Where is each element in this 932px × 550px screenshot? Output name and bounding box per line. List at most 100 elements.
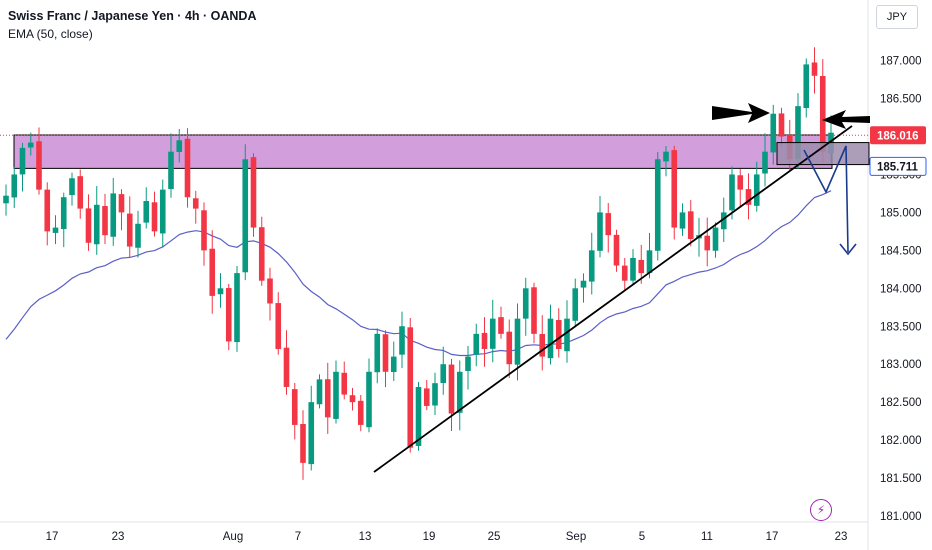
candle-body[interactable] — [638, 259, 645, 274]
candle-body[interactable] — [819, 76, 826, 152]
candle-body[interactable] — [720, 212, 727, 230]
candle-body[interactable] — [168, 151, 174, 189]
candle-body[interactable] — [588, 250, 595, 282]
candle-body[interactable] — [283, 347, 290, 387]
candle-body[interactable] — [93, 204, 100, 245]
candle-body[interactable] — [795, 106, 801, 160]
candle-body[interactable] — [382, 334, 389, 372]
candle-body[interactable] — [803, 64, 810, 109]
candle-body[interactable] — [85, 208, 92, 243]
candle-body[interactable] — [11, 174, 18, 198]
candle-body[interactable] — [448, 364, 455, 414]
candle-body[interactable] — [663, 151, 669, 162]
candle-body[interactable] — [390, 356, 397, 373]
candle-body[interactable] — [102, 206, 108, 236]
lightning-icon[interactable]: ⚡ — [810, 499, 832, 521]
candle-body[interactable] — [19, 147, 26, 175]
candle-body[interactable] — [778, 113, 785, 137]
support-box[interactable] — [776, 142, 870, 166]
candle-body[interactable] — [44, 189, 51, 232]
candle-body[interactable] — [465, 356, 471, 371]
candle-body[interactable] — [580, 280, 587, 288]
candle-body[interactable] — [745, 189, 752, 205]
candle-body[interactable] — [300, 424, 306, 463]
candle-body[interactable] — [679, 212, 686, 229]
candle-body[interactable] — [366, 371, 372, 428]
candle-body[interactable] — [423, 388, 430, 406]
candle-body[interactable] — [481, 332, 488, 350]
candle-body[interactable] — [184, 138, 191, 198]
level-price-label[interactable]: 185.711 — [877, 161, 919, 173]
candle-body[interactable] — [77, 176, 84, 209]
candle-body[interactable] — [621, 265, 628, 281]
candle-body[interactable] — [473, 333, 480, 355]
candle-body[interactable] — [159, 189, 166, 234]
candle-body[interactable] — [176, 140, 183, 152]
candle-body[interactable] — [547, 318, 554, 359]
candle-body[interactable] — [539, 333, 546, 357]
candle-body[interactable] — [333, 371, 339, 419]
candle-body[interactable] — [143, 201, 150, 223]
indicator-label[interactable]: EMA (50, close) — [8, 27, 93, 41]
candle-body[interactable] — [630, 257, 636, 281]
candle-body[interactable] — [234, 273, 240, 343]
candle-body[interactable] — [489, 318, 496, 349]
candle-body[interactable] — [572, 288, 579, 321]
candle-body[interactable] — [69, 178, 75, 196]
candle-body[interactable] — [407, 327, 414, 448]
symbol-title[interactable]: Swiss Franc / Japanese Yen · 4h · OANDA — [8, 9, 257, 23]
candle-body[interactable] — [242, 159, 249, 273]
candle-body[interactable] — [399, 326, 405, 355]
candle-body[interactable] — [597, 212, 603, 251]
candle-body[interactable] — [531, 287, 537, 334]
ema-line[interactable] — [5, 190, 832, 357]
candle-body[interactable] — [522, 288, 529, 319]
candle-body[interactable] — [267, 278, 273, 304]
candle-body[interactable] — [151, 202, 158, 232]
candle-body[interactable] — [52, 227, 59, 233]
candle-body[interactable] — [737, 175, 744, 190]
candle-body[interactable] — [374, 333, 381, 373]
candle-body[interactable] — [712, 227, 719, 251]
candle-body[interactable] — [440, 364, 447, 383]
candle-body[interactable] — [201, 210, 207, 251]
candle-body[interactable] — [729, 174, 735, 211]
candle-body[interactable] — [250, 157, 257, 228]
resistance-zone[interactable] — [13, 134, 833, 169]
candle-body[interactable] — [811, 62, 818, 76]
candle-body[interactable] — [753, 174, 760, 206]
candle-body[interactable] — [126, 213, 133, 247]
candle-body[interactable] — [27, 142, 34, 148]
candle-body[interactable] — [704, 235, 711, 251]
candle-body[interactable] — [110, 193, 117, 237]
candle-body[interactable] — [217, 288, 224, 295]
candle-body[interactable] — [687, 211, 694, 239]
candle-body[interactable] — [3, 195, 9, 204]
candle-body[interactable] — [498, 317, 504, 334]
currency-button[interactable]: JPY — [876, 5, 918, 29]
candle-body[interactable] — [555, 320, 562, 350]
candle-body[interactable] — [605, 213, 612, 236]
candle-body[interactable] — [60, 197, 67, 230]
candle-body[interactable] — [613, 234, 620, 266]
candle-body[interactable] — [341, 372, 348, 395]
last-price-label[interactable]: 186.016 — [877, 130, 919, 142]
candle-body[interactable] — [192, 198, 199, 209]
candle-body[interactable] — [209, 248, 216, 296]
candle-body[interactable] — [324, 379, 331, 418]
candle-body[interactable] — [456, 371, 463, 413]
candle-body[interactable] — [646, 250, 653, 273]
candle-body[interactable] — [316, 379, 323, 405]
candle-body[interactable] — [275, 303, 282, 350]
candle-body[interactable] — [135, 223, 141, 248]
candle-body[interactable] — [357, 400, 364, 425]
candle-body[interactable] — [36, 141, 42, 190]
candle-body[interactable] — [564, 318, 570, 352]
candle-body[interactable] — [308, 402, 315, 465]
trendline[interactable] — [373, 125, 853, 473]
candle-body[interactable] — [514, 318, 521, 365]
candle-body[interactable] — [671, 150, 678, 228]
candle-body[interactable] — [258, 227, 265, 281]
candle-body[interactable] — [432, 383, 438, 406]
